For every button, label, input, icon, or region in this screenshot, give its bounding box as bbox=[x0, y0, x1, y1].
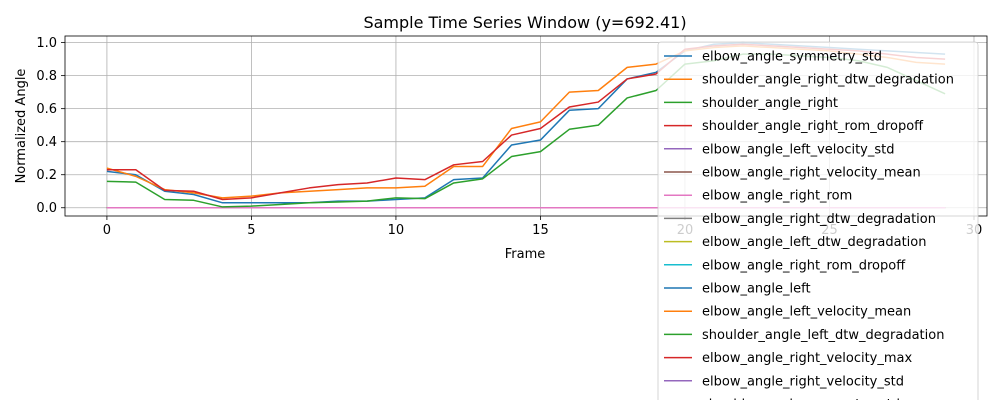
chart-title: Sample Time Series Window (y=692.41) bbox=[363, 13, 686, 32]
y-tick-label: 1.0 bbox=[36, 36, 57, 51]
legend: elbow_angle_symmetry_std shoulder_angle_r… bbox=[657, 41, 979, 400]
x-tick-label: 10 bbox=[388, 223, 405, 238]
legend-label: elbow_angle_symmetry_std bbox=[702, 50, 882, 65]
legend-label: shoulder_angle_right_rom_dropoff bbox=[702, 119, 924, 134]
y-tick-label: 0.4 bbox=[36, 135, 57, 150]
x-axis-label: Frame bbox=[505, 247, 546, 262]
y-tick-label: 0.0 bbox=[36, 201, 57, 216]
legend-frame bbox=[657, 41, 979, 400]
legend-label: elbow_angle_left_velocity_mean bbox=[702, 305, 911, 320]
legend-label: elbow_angle_right_rom bbox=[702, 189, 852, 204]
legend-label: shoulder_angle_left_dtw_degradation bbox=[702, 328, 944, 343]
legend-label: elbow_angle_left_dtw_degradation bbox=[702, 235, 927, 250]
legend-label: elbow_angle_left_velocity_std bbox=[702, 142, 895, 157]
y-tick-label: 0.2 bbox=[36, 168, 57, 183]
y-axis-label: Normalized Angle bbox=[14, 69, 29, 184]
x-tick-label: 15 bbox=[532, 223, 549, 238]
y-tick-label: 0.6 bbox=[36, 102, 57, 117]
legend-label: shoulder_angle_right bbox=[702, 96, 838, 111]
legend-label: shoulder_angle_right_dtw_degradation bbox=[702, 73, 954, 88]
x-tick-label: 5 bbox=[247, 223, 255, 238]
x-tick-label: 0 bbox=[103, 223, 111, 238]
plot-frame bbox=[64, 35, 988, 217]
legend-label: elbow_angle_right_velocity_mean bbox=[702, 166, 921, 181]
legend-label: shoulder_angle_symmetry_std bbox=[702, 398, 900, 400]
legend-label: elbow_angle_right_velocity_std bbox=[702, 374, 904, 389]
legend-label: elbow_angle_right_dtw_degradation bbox=[702, 212, 936, 227]
y-tick-label: 0.8 bbox=[36, 69, 57, 84]
legend-label: elbow_angle_left bbox=[702, 282, 811, 297]
legend-label: elbow_angle_right_rom_dropoff bbox=[702, 258, 906, 273]
legend-label: elbow_angle_right_velocity_max bbox=[702, 351, 912, 366]
